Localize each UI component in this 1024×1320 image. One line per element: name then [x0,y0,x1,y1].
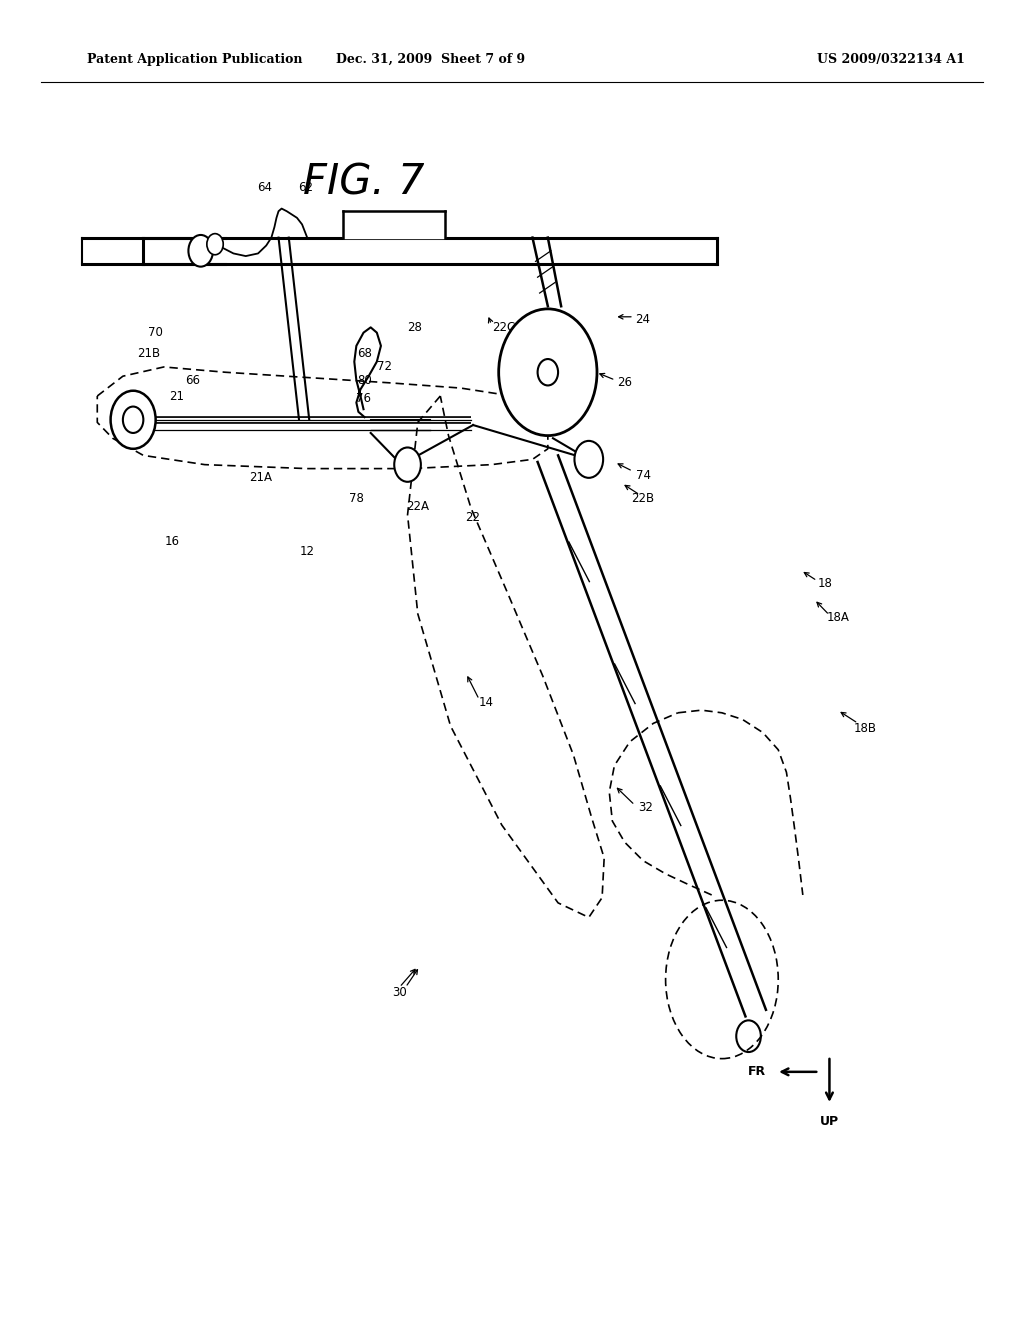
Text: US 2009/0322134 A1: US 2009/0322134 A1 [817,53,965,66]
Text: 66: 66 [185,374,200,387]
Circle shape [207,234,223,255]
Text: 78: 78 [349,492,364,506]
Text: 68: 68 [357,347,372,360]
Text: 32: 32 [638,801,652,814]
Text: 76: 76 [356,392,371,405]
Text: 18A: 18A [826,611,849,624]
Text: 30: 30 [392,986,407,999]
Text: 80: 80 [357,374,372,387]
Text: 22: 22 [466,511,480,524]
Text: 72: 72 [377,360,391,374]
Circle shape [538,359,558,385]
Text: UP: UP [820,1115,839,1129]
Text: 22B: 22B [632,492,654,506]
Text: 21B: 21B [137,347,160,360]
Text: FR: FR [748,1065,766,1078]
Text: 28: 28 [408,321,422,334]
Circle shape [736,1020,761,1052]
Text: FIG. 7: FIG. 7 [303,161,424,203]
Text: 22C: 22C [493,321,515,334]
Text: 26: 26 [617,376,632,389]
Text: 14: 14 [479,696,494,709]
Text: 18: 18 [818,577,833,590]
Text: 16: 16 [165,535,179,548]
Text: 74: 74 [636,469,650,482]
Circle shape [394,447,421,482]
Circle shape [123,407,143,433]
Text: 62: 62 [298,181,312,194]
Text: 24: 24 [636,313,650,326]
Text: 21: 21 [169,389,183,403]
Text: 18B: 18B [854,722,877,735]
Text: 21A: 21A [250,471,272,484]
Text: 22A: 22A [407,500,429,513]
Text: 64: 64 [257,181,271,194]
Circle shape [499,309,597,436]
Circle shape [574,441,603,478]
Text: Patent Application Publication: Patent Application Publication [87,53,302,66]
Text: 12: 12 [300,545,314,558]
Text: Dec. 31, 2009  Sheet 7 of 9: Dec. 31, 2009 Sheet 7 of 9 [336,53,524,66]
Circle shape [188,235,213,267]
Text: 70: 70 [148,326,163,339]
Circle shape [111,391,156,449]
